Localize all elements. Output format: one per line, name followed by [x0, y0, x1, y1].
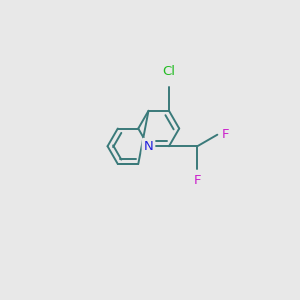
Text: Cl: Cl: [163, 65, 176, 78]
Text: N: N: [144, 140, 153, 153]
Text: F: F: [194, 173, 201, 187]
Text: F: F: [221, 128, 229, 141]
